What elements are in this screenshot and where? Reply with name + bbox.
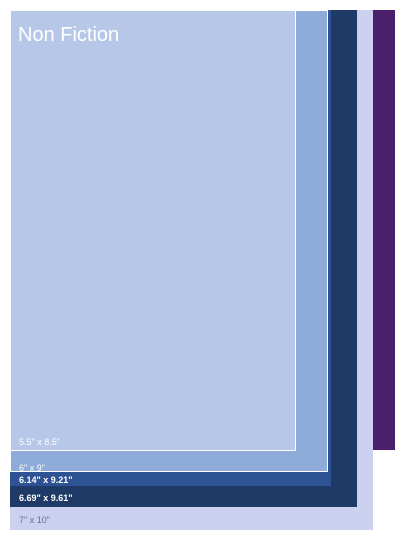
label-7-44x9-69: 7.44" x 9.69"	[381, 456, 391, 510]
label-6-69x9-61: 6.69" x 9.61"	[19, 493, 73, 503]
label-7x10: 7" x 10"	[19, 515, 50, 525]
trim-5-5x8-5	[10, 10, 296, 451]
label-5-5x8-5: 5.5" x 8.5"	[19, 437, 60, 447]
page-title: Non Fiction	[18, 24, 120, 46]
label-6-14x9-21: 6.14" x 9.21"	[19, 475, 73, 485]
label-6x9: 6" x 9"	[19, 463, 45, 473]
